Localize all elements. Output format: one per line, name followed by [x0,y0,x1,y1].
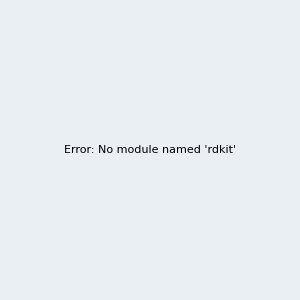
Text: Error: No module named 'rdkit': Error: No module named 'rdkit' [64,145,236,155]
